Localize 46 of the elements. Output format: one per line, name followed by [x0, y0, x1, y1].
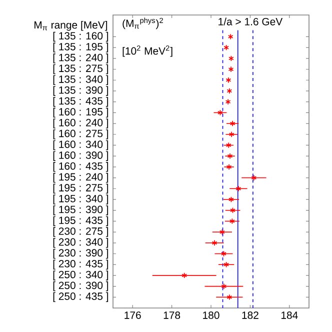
y-tick-label: [ 135 : 240 ]	[53, 54, 108, 64]
point	[226, 88, 232, 94]
point	[228, 66, 234, 72]
y-tick-label: [ 195 : 340 ]	[53, 194, 108, 204]
y-tick-label: [ 195 : 275 ]	[53, 184, 108, 194]
y-tick-label: [ 250 : 435 ]	[53, 292, 108, 302]
point	[227, 153, 233, 160]
y-tick-label: [ 135 : 340 ]	[53, 75, 108, 85]
x-tick-label: 180	[203, 312, 220, 319]
y-tick-label: [ 135 : 390 ]	[53, 86, 108, 96]
text: 1/a > 1.6 GeV	[218, 18, 283, 26]
x-tick-label: 178	[164, 312, 180, 319]
y-axis-title: M$_{π}$ range [MeV]	[34, 20, 108, 31]
point	[228, 131, 234, 138]
y-tick-label: [ 230 : 390 ]	[53, 248, 108, 259]
point	[228, 55, 234, 62]
y-tick-label: [ 160 : 340 ]	[53, 140, 108, 150]
y-tick-label: [ 195 : 435 ]	[53, 216, 108, 226]
y-tick-label: [ 230 : 340 ]	[53, 238, 108, 248]
y-tick-label: [ 160 : 435 ]	[53, 162, 108, 172]
y-tick-label: [ 230 : 275 ]	[53, 227, 108, 237]
y-tick-label: [ 160 : 390 ]	[53, 151, 108, 161]
y-tick-label: [ 160 : 195 ]	[53, 108, 108, 118]
y-tick-label: [ 160 : 275 ]	[53, 130, 108, 140]
point	[230, 120, 236, 127]
y-tick-label: [ 250 : 340 ]	[53, 270, 108, 280]
y-tick-label: [ 195 : 240 ]	[53, 172, 108, 183]
y-tick-label: [ 135 : 275 ]	[53, 64, 108, 74]
point	[226, 77, 232, 84]
y-tick-label: [ 135 : 435 ]	[53, 96, 108, 107]
point	[225, 98, 231, 105]
point	[224, 44, 229, 51]
text: (M$_{π}$$^{phys}$)$^{2}$	[122, 18, 163, 30]
point	[228, 34, 234, 40]
x-tick-label: 176	[124, 312, 141, 319]
y-tick-label: [ 135 : 160 ]	[53, 32, 108, 42]
y-tick-label: [ 160 : 240 ]	[53, 118, 108, 128]
point	[226, 164, 232, 170]
x-tick-label: 182	[242, 312, 258, 319]
x-tick-label: 184	[281, 312, 298, 319]
y-tick-label: [ 230 : 435 ]	[53, 260, 108, 270]
y-tick-label: [ 250 : 390 ]	[53, 281, 108, 292]
y-tick-label: [ 195 : 390 ]	[53, 205, 108, 216]
annotation: [10$^{2}$ MeV$^{2}$]	[122, 46, 172, 57]
point	[226, 142, 232, 148]
y-tick-label: [ 135 : 195 ]	[53, 42, 108, 52]
